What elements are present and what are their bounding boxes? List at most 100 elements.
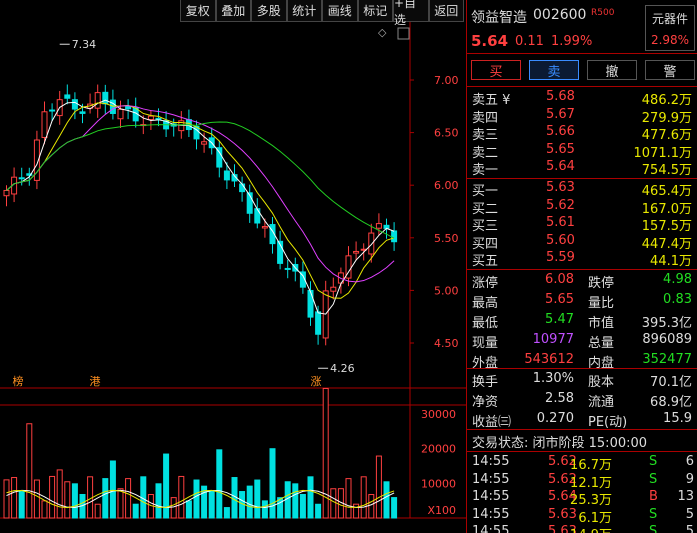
volume-bar [193,479,200,519]
add-watchlist-button[interactable]: +自选 [393,0,429,27]
candle-body [246,192,253,214]
candle-body [299,271,306,288]
tick-time: 14:55 [472,471,510,487]
volume-bar [307,476,314,519]
candle-body [102,91,109,105]
price-tick-label: 5.50 [434,232,459,245]
tick-volume: 12.1万 [570,475,612,491]
stat-row: 外盘 543612 内盘 352477 [467,350,697,371]
stat-label: PE(动) [588,415,628,430]
stock-header: 领益智造 002600 R500 5.64 0.11 1.99% 元器件 2.9… [467,0,697,54]
candle-body [345,255,352,279]
kline-chart[interactable]: 7.00 6.50 6.00 5.50 5.00 4.50 ◇ 30000 20000 1000… [0,0,466,533]
volume-bar [178,475,185,519]
limit-up-value: 6.08 [545,272,574,287]
volume-bar [33,479,40,519]
ask-row[interactable]: 卖四 5.67 279.9万 [467,106,697,126]
ask-row[interactable]: 卖五 ¥ 5.68 486.2万 [467,88,697,108]
sector-box[interactable]: 元器件 2.98% [645,5,695,51]
ask-row[interactable]: 卖三 5.66 477.6万 [467,123,697,143]
volume-bar [94,503,101,519]
tick-volume: 14.9万 [570,524,612,533]
volume-bar [391,497,398,519]
volume-bar [56,469,63,519]
bid-row[interactable]: 买四 5.60 447.4万 [467,232,697,252]
alert-button[interactable]: 警 [645,60,695,80]
ask-price: 5.66 [546,124,575,139]
sell-button[interactable]: 卖 [529,60,579,80]
pe-value: 15.9 [663,411,692,426]
restore-rights-button[interactable]: 复权 [180,0,216,22]
overlay-button[interactable]: 叠加 [215,0,251,22]
tick-price: 5.62 [548,454,577,469]
bid-row[interactable]: 买一 5.63 465.4万 [467,179,697,199]
candle-body [315,311,322,335]
low-price-label: 4.26 [330,362,355,375]
stat-label: 内盘 [588,356,615,371]
volume-bar [109,460,116,519]
ask-row[interactable]: 卖一 5.64 754.5万 [467,158,697,178]
ask-price: 5.65 [546,141,575,157]
divider [467,368,697,369]
volume-bar [201,485,208,519]
stat-label: 量比 [588,296,615,311]
candle-body [94,92,101,109]
tick-price: 5.62 [548,471,577,487]
stat-label: 外盘 [472,356,499,371]
tick-row: 14:55 5.62 12.1万 S 9 [467,471,697,491]
volume-bar [155,483,162,519]
eps-value: 0.270 [536,411,574,426]
ask-volume: 754.5万 [641,163,692,178]
statistics-button[interactable]: 统计 [286,0,322,22]
event-mark: 榜 [13,374,24,388]
event-mark: 港 [90,375,101,388]
multi-stock-button[interactable]: 多股 [251,0,287,22]
ask-volume: 486.2万 [641,93,692,108]
stat-row: 收益㈢ 0.270 PE(动) 15.9 [467,409,697,430]
stat-label: 收益㈢ [472,415,512,430]
volume-bar [26,423,33,519]
draw-line-button[interactable]: 画线 [322,0,358,22]
volume-tick-label: 30000 [421,408,456,421]
buy-button[interactable]: 买 [471,60,521,80]
ask-row[interactable]: 卖二 5.65 1071.1万 [467,141,697,161]
stat-label: 流通 [588,395,615,410]
volume-ma10-line [6,489,395,509]
volume-bar [185,500,192,519]
sector-pct: 2.98% [650,33,690,47]
price-tick-label: 4.50 [434,337,459,350]
moving-average-lines [6,99,395,315]
price-tick-label: 5.00 [434,284,459,297]
volume-bar [41,500,48,519]
mark-button[interactable]: 标记 [357,0,393,22]
back-button[interactable]: 返回 [428,0,464,22]
cancel-order-button[interactable]: 撤 [587,60,637,80]
bid-row[interactable]: 买五 5.59 44.1万 [467,249,697,269]
net-assets-value: 2.58 [545,391,574,406]
tick-volume: 6.1万 [578,510,612,526]
tick-list[interactable]: 14:55 5.62 16.7万 S 6 14:55 5.62 12.1万 S 9 14:55 5… [467,453,697,533]
ask-book: 卖五 ¥ 5.68 486.2万 卖四 5.67 279.9万 卖三 5.66 477.6万… [467,88,697,178]
volume-bar [299,493,306,519]
volume-bar [322,387,329,519]
ask-price: 5.68 [546,89,575,104]
candle-body [391,230,398,243]
last-price: 5.64 [471,32,509,50]
quote-panel: 领益智造 002600 R500 5.64 0.11 1.99% 元器件 2.9… [466,0,697,533]
tick-row: 14:55 5.64 25.3万 B 13 [467,488,697,508]
bid-row[interactable]: 买三 5.61 157.5万 [467,214,697,234]
high-value: 5.65 [545,292,574,307]
volume-bar [330,488,337,519]
low-value: 5.47 [545,312,574,327]
candle-body [49,109,56,112]
bid-row[interactable]: 买二 5.62 167.0万 [467,197,697,217]
current-volume-value: 10977 [532,332,574,347]
volume-bar [254,479,261,519]
price-tick-label: 6.50 [434,127,459,140]
scroll-box [397,27,410,40]
stat-label: 最高 [472,296,499,311]
volume-bar [102,478,109,519]
volume-ma-lines [6,489,395,509]
bid-price: 5.61 [546,215,575,230]
event-mark: 涨 [311,375,322,388]
